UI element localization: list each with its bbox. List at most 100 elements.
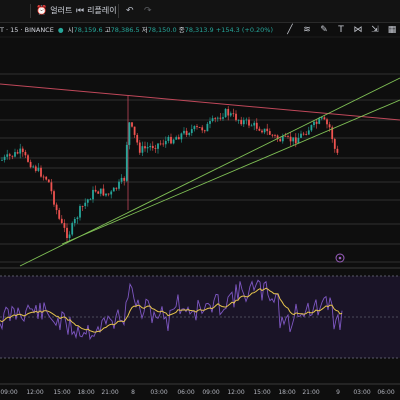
toolbar-separator — [30, 4, 31, 18]
candle-body — [14, 152, 16, 157]
candle-body — [180, 133, 183, 140]
replay-marker-icon[interactable] — [335, 253, 345, 263]
candle-body — [242, 120, 245, 125]
candle-body — [206, 123, 209, 132]
redo-button[interactable]: ↷ — [144, 3, 152, 19]
change-value: +154.3 (+0.20%) — [215, 26, 274, 34]
candle-body — [237, 119, 240, 121]
rsi-moving-average — [0, 287, 343, 333]
candle-body — [81, 206, 84, 207]
candle-body — [271, 134, 274, 136]
candle-body — [50, 182, 53, 192]
candle-body — [287, 136, 289, 137]
candle-body — [268, 131, 271, 135]
high-value: 78,386.5 — [110, 26, 140, 34]
candle-body — [219, 117, 222, 119]
candle-body — [3, 156, 6, 160]
candle-body — [305, 134, 308, 135]
candle-body — [105, 193, 107, 196]
candle-body — [118, 181, 120, 189]
pattern-icon[interactable]: ⋈ — [353, 25, 363, 35]
time-axis-label: 15:00 — [253, 389, 271, 396]
candle-body — [297, 137, 300, 144]
candle-body — [125, 144, 128, 181]
candle-body — [261, 130, 263, 133]
rsi-line — [0, 279, 343, 341]
candle-body — [281, 136, 284, 142]
low-label: 저 — [141, 26, 148, 34]
open-label: 시 — [67, 26, 74, 34]
candle-body — [97, 191, 100, 194]
candle-body — [211, 118, 214, 122]
candle-body — [1, 159, 3, 161]
candle-body — [167, 136, 170, 141]
brush-icon[interactable]: ✎ — [320, 25, 328, 35]
candle-body — [284, 136, 287, 137]
secondary-trend-line[interactable] — [19, 77, 400, 267]
high-label: 고 — [104, 26, 111, 34]
candle-body — [60, 218, 63, 224]
drawing-toolbar: ╱ ≋ ✎ T ⋈ ⇲ ▦ — [284, 24, 398, 40]
undo-icon: ↶ — [126, 6, 134, 16]
close-label: 종 — [178, 26, 185, 34]
candle-body — [193, 126, 196, 130]
time-axis-label: 06:00 — [177, 389, 195, 396]
resistance-trend-line[interactable] — [0, 83, 400, 121]
time-axis-label: 9 — [336, 389, 340, 396]
undo-button[interactable]: ↶ — [126, 3, 134, 19]
replay-button[interactable]: ⏮ 리플레이 — [76, 3, 117, 19]
ruler-icon[interactable]: ▦ — [387, 25, 397, 35]
trend-line-icon[interactable]: ╱ — [287, 25, 293, 35]
candle-body — [307, 130, 310, 135]
candle-body — [292, 137, 295, 142]
candle-body — [63, 223, 66, 228]
candle-body — [89, 199, 92, 201]
candle-body — [45, 176, 48, 180]
time-axis-label: 21:00 — [302, 389, 320, 396]
candle-body — [302, 133, 305, 135]
candle-body — [94, 189, 97, 192]
time-axis-label: 03:00 — [353, 389, 371, 396]
candle-body — [253, 122, 256, 126]
candle-body — [320, 117, 323, 119]
measure-icon[interactable]: ⇲ — [371, 25, 379, 35]
candle-body — [11, 155, 14, 157]
time-axis-label: 18:00 — [278, 389, 296, 396]
candle-body — [53, 191, 55, 205]
horizontal-levels — [0, 73, 400, 263]
symbol-name: T · 15 · BINANCE — [0, 26, 54, 34]
alert-label: 얼러트 — [50, 6, 73, 15]
candle-body — [146, 147, 149, 149]
candle-body — [159, 143, 162, 145]
candle-body — [315, 121, 318, 124]
time-axis-label: 06:00 — [377, 389, 395, 396]
candle-body — [235, 113, 237, 121]
candle-body — [154, 148, 157, 149]
candle-body — [248, 119, 250, 126]
alarm-clock-icon: ⏰ — [36, 6, 48, 16]
replay-icon: ⏮ — [76, 6, 85, 16]
candlestick-series — [1, 106, 339, 243]
candle-body — [107, 193, 110, 195]
symbol-info-bar: T · 15 · BINANCE ● 시78,159.6 고78,386.5 저… — [0, 23, 400, 37]
candle-body — [266, 128, 269, 132]
support-trend-line[interactable] — [61, 99, 400, 245]
candle-body — [84, 202, 87, 207]
candle-body — [164, 140, 167, 145]
candle-body — [250, 125, 253, 127]
candle-body — [294, 137, 297, 144]
candle-body — [21, 148, 24, 152]
candle-body — [240, 119, 243, 125]
alert-button[interactable]: ⏰ 얼러트 — [36, 3, 72, 19]
candle-body — [102, 188, 105, 196]
text-icon[interactable]: T — [338, 25, 344, 35]
candle-body — [128, 122, 131, 145]
candle-body — [331, 127, 334, 140]
candle-body — [336, 148, 339, 153]
candle-body — [86, 199, 89, 203]
time-axis-label: 12:00 — [227, 389, 245, 396]
toolbar-separator — [118, 4, 119, 18]
fib-icon[interactable]: ≋ — [303, 25, 311, 35]
open-value: 78,159.6 — [73, 26, 103, 34]
